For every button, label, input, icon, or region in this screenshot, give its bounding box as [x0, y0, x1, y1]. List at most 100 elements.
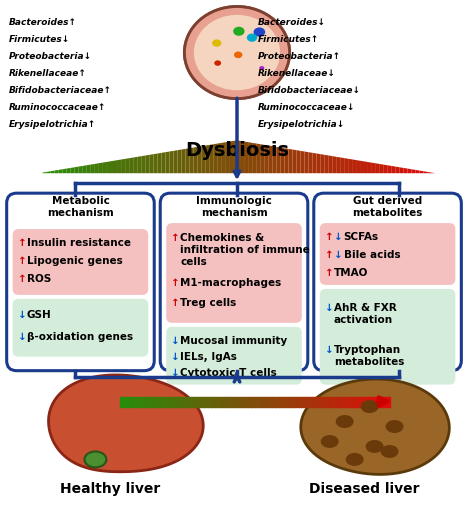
Polygon shape — [328, 155, 332, 173]
Polygon shape — [380, 164, 384, 173]
Text: ↓: ↓ — [325, 303, 334, 313]
Text: Bile acids: Bile acids — [344, 250, 401, 260]
Text: ↓: ↓ — [171, 336, 180, 346]
Polygon shape — [201, 146, 205, 173]
Ellipse shape — [247, 34, 257, 42]
Text: ↓: ↓ — [171, 368, 180, 377]
Text: ↓: ↓ — [334, 250, 343, 260]
Polygon shape — [356, 160, 360, 173]
Polygon shape — [396, 167, 400, 173]
Polygon shape — [78, 166, 82, 173]
Polygon shape — [217, 143, 221, 173]
Text: ↑: ↑ — [325, 250, 334, 260]
FancyBboxPatch shape — [320, 223, 456, 285]
Polygon shape — [51, 171, 55, 173]
Polygon shape — [261, 144, 265, 173]
Ellipse shape — [254, 27, 265, 37]
Ellipse shape — [321, 435, 339, 448]
Polygon shape — [277, 147, 281, 173]
Polygon shape — [265, 145, 269, 173]
Polygon shape — [185, 148, 190, 173]
Polygon shape — [102, 162, 106, 173]
Polygon shape — [225, 142, 229, 173]
Polygon shape — [245, 142, 249, 173]
Ellipse shape — [214, 60, 221, 66]
Text: TMAO: TMAO — [334, 268, 368, 278]
Text: Bacteroides↑: Bacteroides↑ — [9, 18, 77, 27]
Text: Cytotoxic T cells: Cytotoxic T cells — [180, 368, 277, 377]
Polygon shape — [86, 165, 90, 173]
Text: ↑: ↑ — [171, 233, 180, 243]
Polygon shape — [170, 151, 173, 173]
Polygon shape — [408, 169, 411, 173]
Text: Rikenellaceae↓: Rikenellaceae↓ — [258, 69, 336, 78]
Polygon shape — [55, 170, 58, 173]
Polygon shape — [269, 146, 273, 173]
FancyBboxPatch shape — [320, 289, 456, 385]
Polygon shape — [301, 379, 449, 474]
Polygon shape — [146, 155, 150, 173]
Polygon shape — [320, 154, 324, 173]
Polygon shape — [411, 169, 416, 173]
Polygon shape — [58, 169, 63, 173]
Ellipse shape — [184, 7, 290, 99]
Text: Firmicutes↑: Firmicutes↑ — [258, 35, 319, 44]
Polygon shape — [177, 149, 182, 173]
Polygon shape — [376, 164, 380, 173]
Polygon shape — [126, 158, 130, 173]
Polygon shape — [348, 158, 352, 173]
Polygon shape — [316, 153, 320, 173]
Polygon shape — [94, 164, 98, 173]
Text: IELs, IgAs: IELs, IgAs — [180, 352, 237, 362]
Text: Healthy liver: Healthy liver — [60, 483, 161, 496]
Polygon shape — [229, 141, 233, 173]
Polygon shape — [74, 167, 78, 173]
FancyBboxPatch shape — [314, 193, 461, 371]
Text: ROS: ROS — [27, 274, 51, 284]
Polygon shape — [392, 166, 396, 173]
Text: ↓: ↓ — [18, 332, 27, 342]
Polygon shape — [340, 157, 344, 173]
Polygon shape — [150, 154, 154, 173]
Polygon shape — [122, 158, 126, 173]
Polygon shape — [428, 172, 431, 173]
Polygon shape — [142, 155, 146, 173]
Ellipse shape — [365, 440, 383, 453]
Ellipse shape — [346, 453, 364, 466]
Polygon shape — [384, 165, 388, 173]
Text: Immunologic
mechanism: Immunologic mechanism — [196, 196, 272, 218]
Text: β-oxidation genes: β-oxidation genes — [27, 332, 133, 342]
Polygon shape — [162, 152, 165, 173]
Ellipse shape — [381, 445, 399, 458]
Polygon shape — [344, 158, 348, 173]
Ellipse shape — [385, 420, 403, 433]
Polygon shape — [213, 144, 217, 173]
Text: Rikenellaceae↑: Rikenellaceae↑ — [9, 69, 87, 78]
Polygon shape — [416, 170, 419, 173]
Text: Diseased liver: Diseased liver — [310, 483, 420, 496]
Polygon shape — [165, 151, 170, 173]
Polygon shape — [257, 144, 261, 173]
Polygon shape — [284, 148, 289, 173]
Polygon shape — [48, 375, 203, 472]
Polygon shape — [372, 163, 376, 173]
Text: SCFAs: SCFAs — [344, 232, 379, 242]
Text: Mucosal immunity: Mucosal immunity — [180, 336, 287, 346]
Ellipse shape — [84, 452, 106, 467]
Polygon shape — [289, 149, 292, 173]
Polygon shape — [400, 167, 404, 173]
Text: Tryptophan
metabolites: Tryptophan metabolites — [334, 345, 404, 367]
FancyBboxPatch shape — [166, 223, 302, 323]
Text: Gut derived
metabolites: Gut derived metabolites — [352, 196, 423, 218]
FancyBboxPatch shape — [160, 193, 308, 371]
Polygon shape — [273, 146, 277, 173]
Polygon shape — [324, 155, 328, 173]
Text: GSH: GSH — [27, 310, 51, 320]
Text: ↑: ↑ — [171, 298, 180, 308]
Text: Bacteroides↓: Bacteroides↓ — [258, 18, 326, 27]
Polygon shape — [309, 152, 312, 173]
Polygon shape — [110, 161, 114, 173]
Text: Dysbiosis: Dysbiosis — [185, 141, 289, 160]
Polygon shape — [404, 168, 408, 173]
Polygon shape — [332, 156, 336, 173]
